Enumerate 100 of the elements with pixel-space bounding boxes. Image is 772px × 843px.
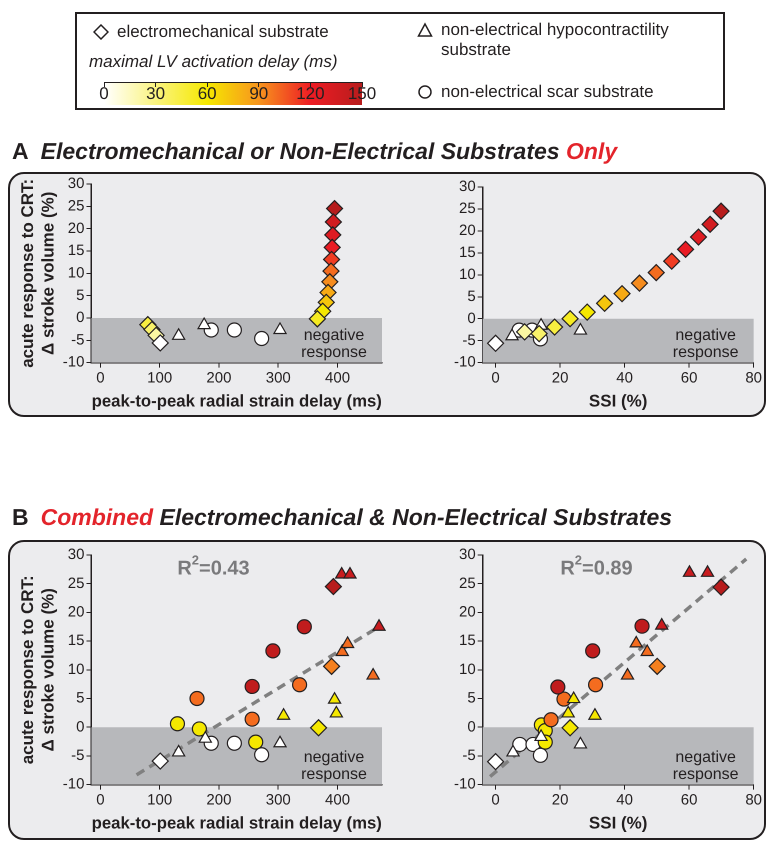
y-tick-label: 5 [76, 286, 84, 304]
point [676, 240, 694, 258]
y-tick-label: 10 [458, 266, 476, 283]
y-tick-label: 0 [467, 718, 476, 736]
point [700, 565, 714, 577]
point [702, 216, 719, 233]
x-tick-label: 100 [147, 792, 172, 809]
x-tick-label: 0 [96, 792, 105, 809]
x-tick-label: 200 [206, 792, 232, 809]
band-label: negative response [301, 327, 368, 362]
y-tick-label: -5 [71, 747, 84, 764]
y-tick-label: 25 [458, 574, 476, 592]
legend-label: non-electrical scar substrate [441, 82, 654, 101]
point [655, 618, 668, 630]
y-tick-label: 5 [76, 690, 84, 707]
x-axis-title: peak-to-peak radial strain delay (ms) [92, 391, 382, 411]
point [682, 565, 696, 577]
point [550, 679, 566, 695]
x-tick-label: 400 [325, 792, 350, 809]
x-tick-label: 0 [491, 370, 500, 387]
point [562, 310, 579, 328]
y-tick-label: 30 [458, 546, 476, 564]
point [372, 619, 386, 631]
x-axis-title: SSI (%) [588, 813, 648, 832]
x-tick-label: 60 [680, 370, 698, 387]
point [613, 285, 631, 302]
x-tick-label: 300 [266, 792, 291, 809]
point [324, 578, 342, 596]
y-tick-label: -10 [62, 354, 84, 371]
text: 60 [196, 84, 218, 104]
band-label: negative response [301, 749, 368, 784]
point [226, 322, 242, 338]
y-tick-label: 10 [458, 660, 476, 678]
x-tick-label: 40 [616, 370, 633, 387]
y-tick-label: 0 [467, 310, 476, 327]
y-tick-label: 10 [68, 660, 84, 678]
band-label: negative response [672, 327, 739, 362]
point [690, 228, 708, 246]
y-tick-label: 0 [76, 718, 84, 736]
y-tick-label: 5 [467, 690, 476, 707]
point [712, 202, 730, 220]
point [343, 566, 357, 579]
y-tick-label: 25 [68, 197, 84, 214]
legend-label: electromechanical substrate [117, 22, 329, 41]
point [578, 304, 596, 321]
x-tick-label: 20 [552, 370, 568, 387]
point [324, 213, 342, 231]
point [323, 658, 340, 675]
point [596, 294, 614, 312]
text: 90 [248, 84, 270, 104]
y-tick-label: 30 [68, 175, 84, 192]
y-tick-label: 20 [458, 604, 476, 621]
chart-title: A Electromechanical or Non-Electrical Substrates Only [12, 138, 618, 164]
point [630, 274, 648, 292]
text: 0 [98, 84, 110, 104]
point [530, 325, 548, 342]
y-tick-label: 25 [68, 574, 84, 592]
x-tick-label: 300 [266, 370, 291, 387]
point [516, 323, 534, 340]
x-tick-label: 0 [96, 370, 105, 387]
y-axis-title: acute response to CRT: Δ stroke volume (%) [18, 575, 58, 764]
point [634, 618, 650, 634]
y-tick-label: -5 [462, 332, 476, 349]
y-tick-label: 15 [458, 244, 476, 261]
y-tick-label: 30 [68, 546, 84, 564]
x-tick-label: 80 [745, 792, 762, 809]
y-tick-label: -10 [62, 776, 84, 793]
y-tick-label: 30 [458, 178, 476, 196]
point [254, 330, 270, 346]
chart-title: B Combined Electromechanical & Non-Electrical Substrates [12, 504, 672, 530]
point [663, 252, 680, 270]
y-tick-label: 0 [76, 309, 84, 326]
y-tick-label: 10 [68, 264, 84, 282]
text: 30 [145, 84, 166, 104]
x-tick-label: 40 [616, 792, 633, 809]
y-tick-label: 15 [68, 632, 84, 650]
y-tick-label: -5 [71, 331, 84, 348]
x-axis-title: peak-to-peak radial strain delay (ms) [92, 813, 382, 833]
y-tick-label: 20 [458, 222, 476, 240]
point [648, 658, 666, 675]
point [244, 678, 260, 694]
y-tick-label: 20 [68, 220, 84, 237]
point [296, 619, 312, 634]
y-tick-label: -10 [454, 776, 476, 793]
y-tick-label: -10 [454, 354, 476, 371]
text: 120 [295, 84, 326, 104]
x-tick-label: 80 [745, 370, 762, 387]
y-tick-label: 25 [458, 200, 476, 218]
legend-label: non-electrical hypocontractility substrate [441, 20, 669, 59]
x-tick-label: 60 [680, 792, 698, 809]
y-tick-label: 5 [467, 288, 476, 305]
point [308, 310, 326, 328]
y-tick-label: 20 [68, 604, 84, 621]
band-label: negative response [672, 749, 739, 784]
y-tick-label: 15 [458, 632, 476, 650]
point [324, 226, 342, 244]
x-tick-label: 200 [206, 370, 232, 387]
point [546, 318, 564, 336]
x-tick-label: 400 [325, 370, 350, 387]
x-tick-label: 20 [552, 792, 568, 809]
